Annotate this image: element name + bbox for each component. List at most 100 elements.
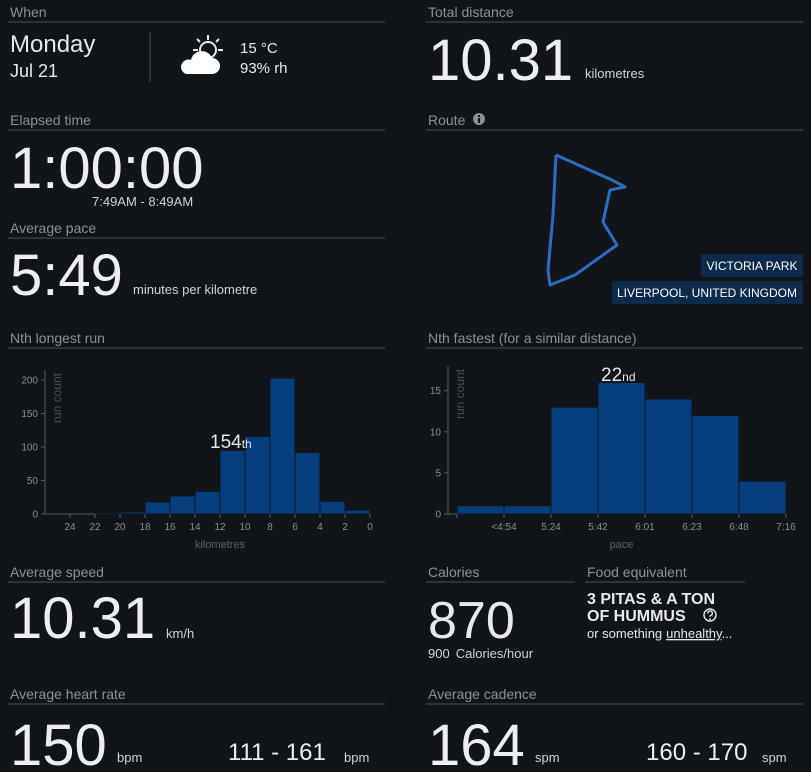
- x-tick-label: 7:16: [776, 522, 796, 533]
- panel-label: Nth longest run: [10, 330, 105, 346]
- rank: 154: [210, 432, 242, 453]
- bar: [319, 500, 346, 515]
- speed-value: 10.31: [10, 586, 155, 651]
- bar: [94, 512, 121, 515]
- bar: [169, 495, 196, 515]
- bar: [456, 505, 505, 515]
- y-tick-label: 50: [27, 476, 39, 487]
- panel-label: Calories: [428, 564, 479, 580]
- x-tick-label: 2: [342, 522, 348, 533]
- rate-value: 900: [428, 646, 450, 661]
- bar: [269, 377, 296, 515]
- date: Jul 21: [10, 61, 58, 81]
- ellipsis: ...: [722, 626, 733, 641]
- place-tag-text: LIVERPOOL, UNITED KINGDOM: [617, 286, 797, 300]
- x-tick-label: 24: [64, 522, 76, 533]
- y-tick-label: 10: [430, 427, 442, 438]
- panel-label: Total distance: [428, 4, 514, 20]
- x-tick-label: 5:24: [541, 522, 561, 533]
- x-tick-label: 6:23: [682, 522, 702, 533]
- bar: [244, 435, 271, 515]
- y-tick-label: 200: [21, 376, 38, 387]
- rank-suffix: nd: [622, 370, 635, 384]
- y-axis-label: run count: [453, 368, 467, 419]
- heart-unit: bpm: [117, 750, 142, 765]
- bar: [344, 509, 371, 515]
- x-tick-label: 8: [267, 522, 273, 533]
- rank: 22: [601, 365, 622, 386]
- heart-range: 111 - 161: [228, 739, 326, 766]
- panel-label: When: [10, 4, 47, 20]
- cadence-range: 160 - 170: [646, 739, 747, 766]
- bar: [644, 398, 693, 515]
- rank-annotation: 22nd: [601, 365, 636, 386]
- bar: [503, 505, 552, 515]
- panel-label: Average heart rate: [10, 686, 126, 702]
- y-tick-label: 5: [435, 468, 441, 479]
- x-tick-label: <4:54: [491, 522, 517, 533]
- x-tick-label: 20: [114, 522, 126, 533]
- rank-suffix: th: [242, 437, 252, 451]
- bar: [194, 490, 221, 515]
- speed-unit: km/h: [166, 626, 194, 641]
- panel-label: Nth fastest (for a similar distance): [428, 330, 637, 346]
- x-tick-label: 10: [239, 522, 251, 533]
- x-tick-label: 22: [89, 522, 101, 533]
- x-tick-label: 6: [292, 522, 298, 533]
- help-icon[interactable]: [703, 608, 717, 622]
- day: Monday: [10, 31, 95, 58]
- place-tag: [612, 281, 803, 304]
- x-tick-label: 5:42: [588, 522, 608, 533]
- x-tick-label: 16: [164, 522, 176, 533]
- x-tick-label: 6:01: [635, 522, 655, 533]
- weather-icon: [181, 35, 223, 74]
- y-tick-label: 0: [32, 510, 38, 521]
- x-tick-label: 6:48: [729, 522, 749, 533]
- rate-unit: Calories/hour: [456, 646, 534, 661]
- link[interactable]: unhealthy: [666, 626, 723, 641]
- distance-unit: kilometres: [585, 66, 645, 81]
- panel-label: Route: [428, 112, 466, 128]
- bar: [550, 406, 599, 515]
- x-tick-label: 4: [317, 522, 323, 533]
- cadence-range-unit: spm: [762, 750, 787, 765]
- heart-value: 150: [10, 713, 107, 772]
- panel-label: Average cadence: [428, 686, 537, 702]
- place-tag: [701, 254, 803, 277]
- distance-value: 10.31: [428, 28, 573, 93]
- route-path: [546, 153, 627, 287]
- panel-label: Average pace: [10, 220, 96, 236]
- bar: [294, 451, 321, 515]
- panel-label: Elapsed time: [10, 112, 91, 128]
- pace-unit: minutes per kilometre: [133, 282, 257, 297]
- x-axis-label: pace: [610, 539, 634, 551]
- rank-annotation: 154th: [210, 432, 252, 453]
- y-axis-label: run count: [50, 372, 64, 423]
- bar: [144, 501, 171, 515]
- x-tick-label: 14: [189, 522, 201, 533]
- bar: [597, 381, 646, 515]
- y-tick-label: 0: [435, 510, 441, 521]
- y-tick-label: 100: [21, 443, 38, 454]
- cadence-unit: spm: [535, 750, 560, 765]
- y-tick-label: 15: [430, 386, 442, 397]
- x-tick-label: 18: [139, 522, 151, 533]
- food-line: 3 PITAS & A TON: [587, 591, 715, 608]
- pace-value: 5:49: [10, 243, 123, 308]
- food-note: or something unhealthy...: [587, 626, 732, 641]
- panel-label: Average speed: [10, 564, 104, 580]
- bar: [691, 414, 740, 515]
- food-line: OF HUMMUS: [587, 608, 686, 625]
- heart-range-unit: bpm: [344, 750, 369, 765]
- x-axis-label: kilometres: [195, 539, 246, 551]
- info-icon[interactable]: [473, 113, 485, 125]
- elapsed-value: 1:00:00: [10, 136, 204, 201]
- time-range: 7:49AM - 8:49AM: [92, 194, 193, 209]
- bar: [119, 511, 146, 515]
- x-tick-label: 0: [367, 522, 373, 533]
- note: or something: [587, 626, 662, 641]
- bar: [219, 449, 246, 515]
- panel-label: Food equivalent: [587, 564, 687, 580]
- calories-rate: 900 Calories/hour: [428, 646, 534, 661]
- cadence-value: 164: [428, 713, 525, 772]
